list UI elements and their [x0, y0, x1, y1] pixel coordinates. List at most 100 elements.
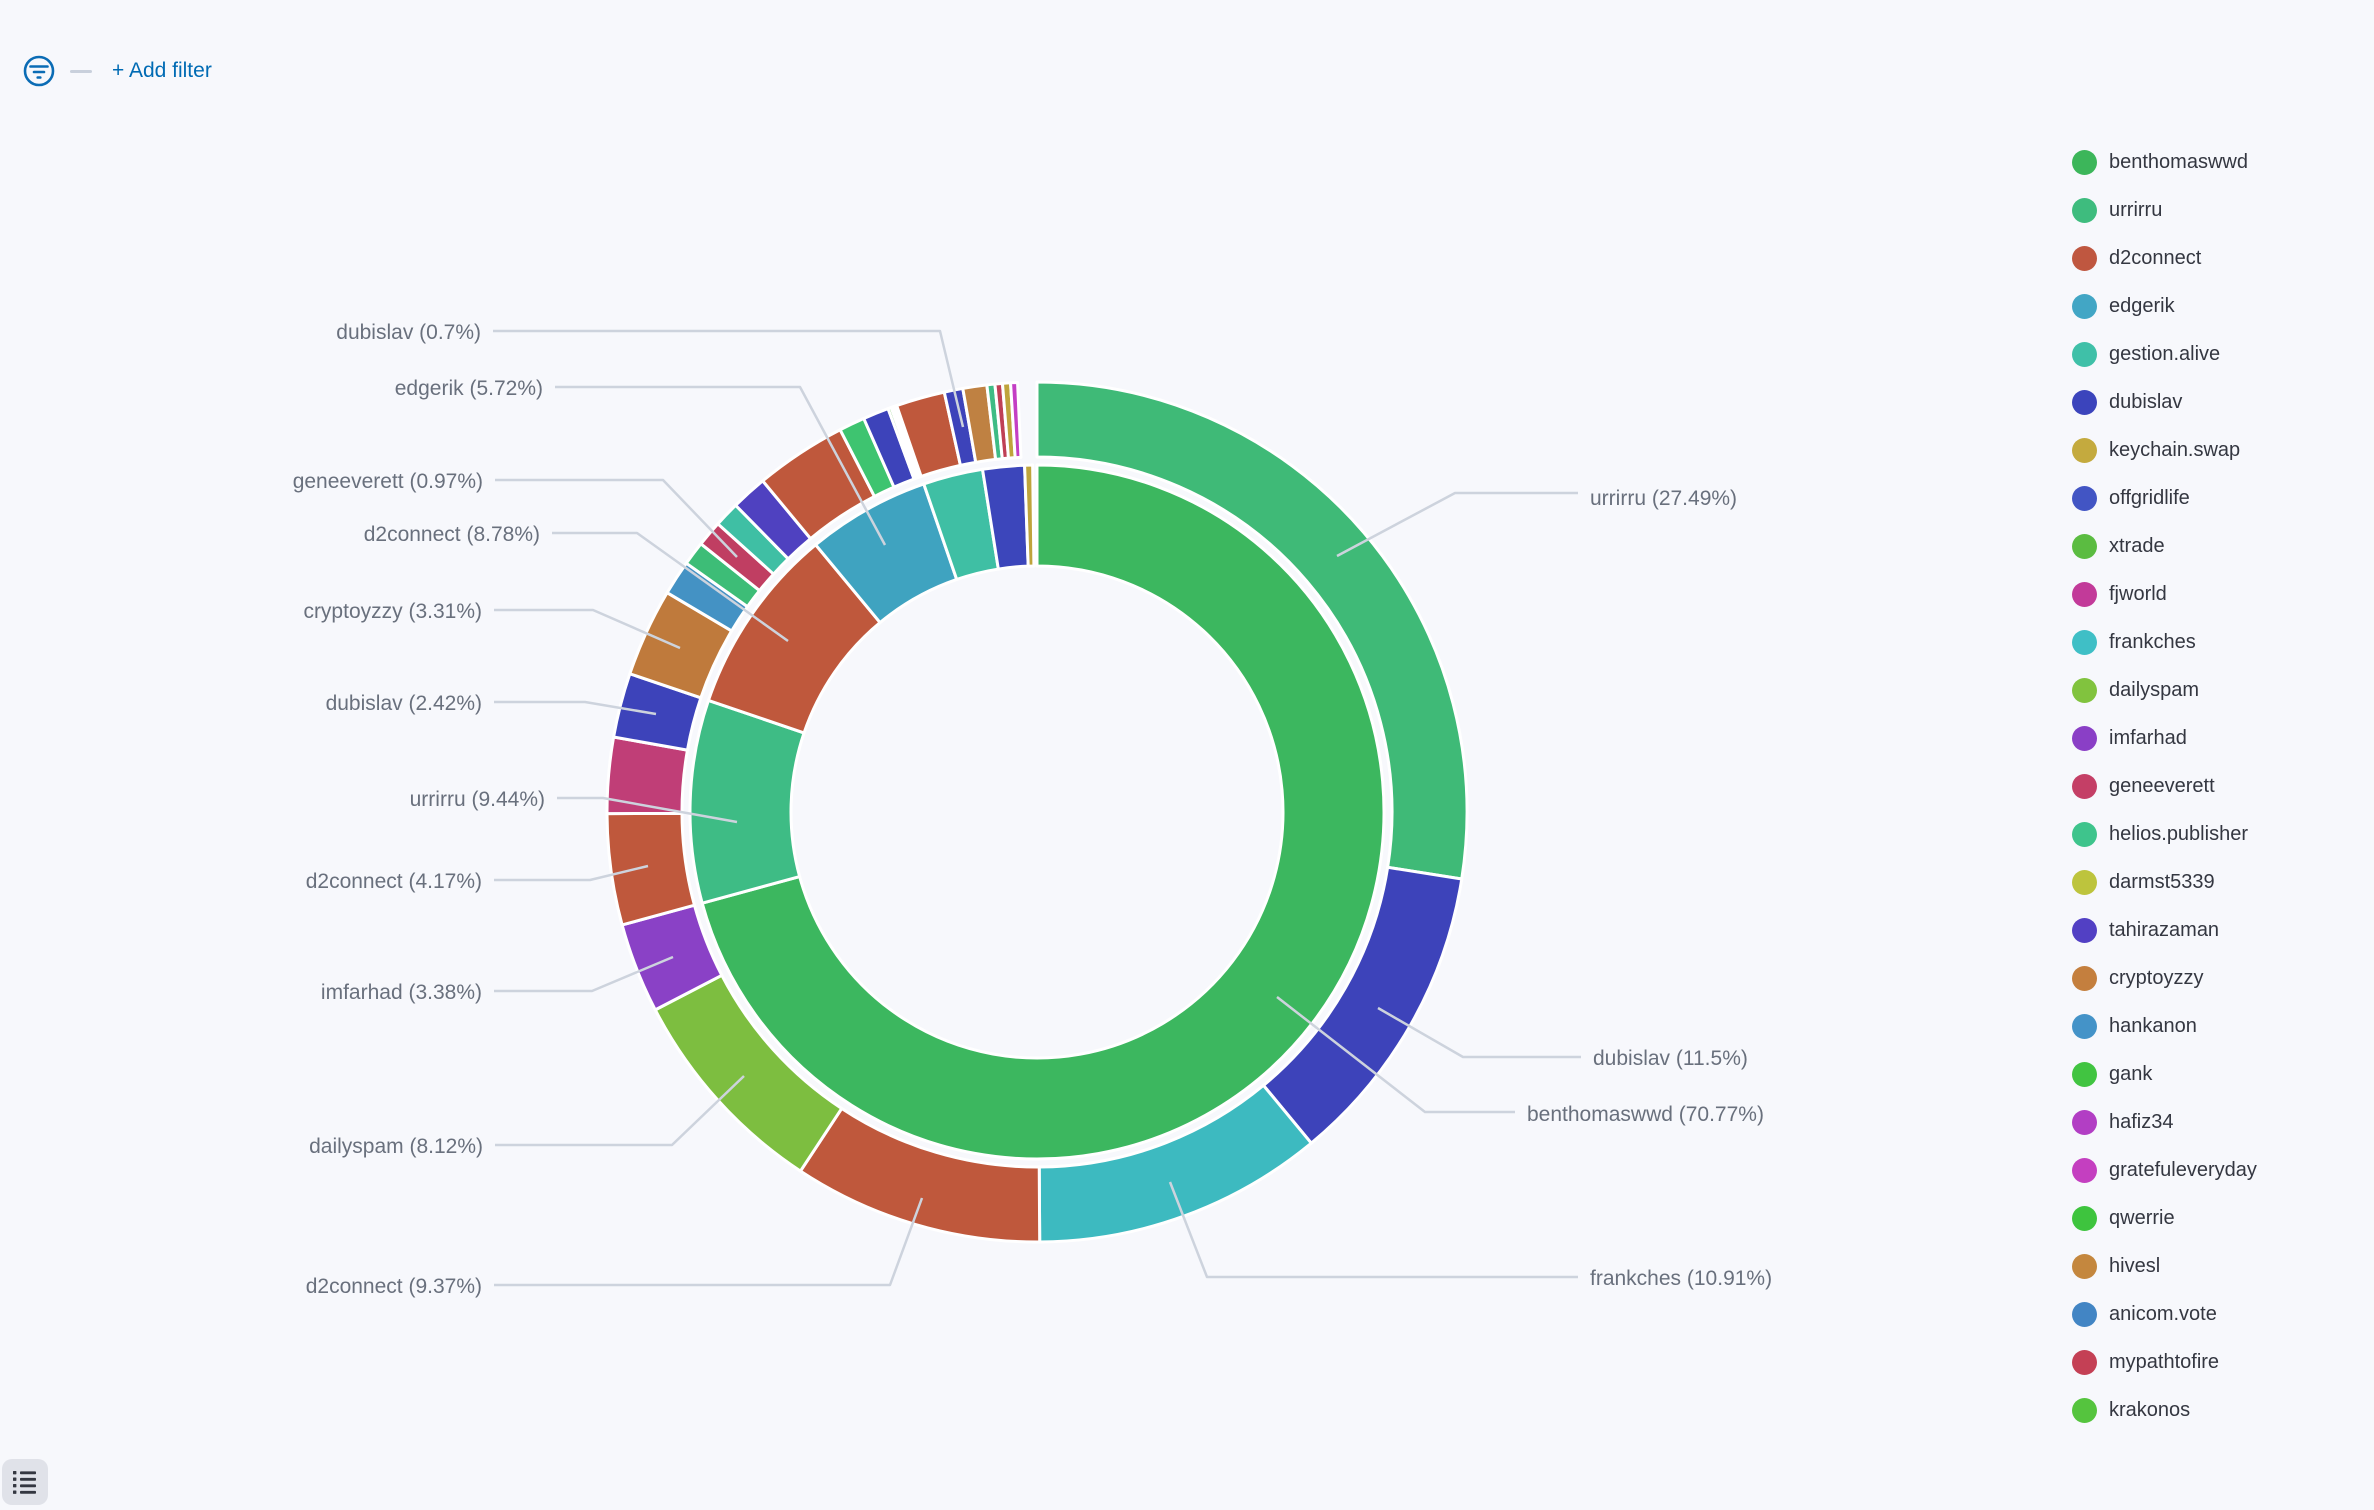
legend-item-fjworld[interactable]: fjworld	[2072, 570, 2257, 618]
legend-item-label: qwerrie	[2109, 1206, 2175, 1229]
legend-color-dot	[2072, 1205, 2097, 1231]
slice-callout-label: d2connect (9.37%)	[306, 1275, 482, 1298]
slice-benthomaswwd[interactable]	[700, 463, 1386, 1161]
filter-bar: + Add filter	[22, 53, 212, 89]
legend-toggle-button[interactable]	[2, 1459, 48, 1505]
legend-item-label: gestion.alive	[2109, 342, 2221, 365]
slice-callout-label: dubislav (2.42%)	[326, 692, 482, 715]
legend-color-dot	[2072, 773, 2097, 799]
legend-item-label: geneeverett	[2109, 774, 2215, 797]
leader-line	[1377, 1006, 1581, 1059]
legend-item-hankanon[interactable]: hankanon	[2072, 1002, 2257, 1050]
legend-item-tahirazaman[interactable]: tahirazaman	[2072, 906, 2257, 954]
slice-callout-label: d2connect (8.78%)	[364, 523, 540, 546]
global-filter-menu-button[interactable]	[22, 54, 56, 88]
legend-item-gratefuleveryday[interactable]: gratefuleveryday	[2072, 1146, 2257, 1194]
slice-callout-label: imfarhad (3.38%)	[321, 981, 482, 1004]
callout-labels: dubislav (0.7%) edgerik (5.72%) geneeveret…	[293, 321, 1772, 1298]
legend-item-label: frankches	[2109, 630, 2196, 653]
legend-item-urrirru[interactable]: urrirru	[2072, 186, 2257, 234]
legend-color-dot	[2072, 965, 2097, 991]
legend-color-dot	[2072, 629, 2097, 655]
legend-color-dot	[2072, 581, 2097, 607]
legend-item-cryptoyzzy[interactable]: cryptoyzzy	[2072, 954, 2257, 1002]
slice-d2connect[interactable]	[605, 811, 696, 927]
legend-item-offgridlife[interactable]: offgridlife	[2072, 474, 2257, 522]
legend-item-label: cryptoyzzy	[2109, 966, 2204, 989]
slice-callout-label: d2connect (4.17%)	[306, 870, 482, 893]
legend-item-hafiz34[interactable]: hafiz34	[2072, 1098, 2257, 1146]
legend-color-dot	[2072, 1013, 2097, 1039]
legend-item-keychain.swap[interactable]: keychain.swap	[2072, 426, 2257, 474]
legend-color-dot	[2072, 533, 2097, 559]
legend-item-frankches[interactable]: frankches	[2072, 618, 2257, 666]
leader-line	[555, 385, 887, 546]
leader-line	[494, 700, 657, 716]
donut-outer-ring	[605, 380, 1469, 1244]
slice-callout-label: benthomaswwd (70.77%)	[1527, 1103, 1764, 1126]
legend-item-gank[interactable]: gank	[2072, 1050, 2257, 1098]
legend-item-qwerrie[interactable]: qwerrie	[2072, 1194, 2257, 1242]
leader-line	[494, 955, 674, 993]
legend-item-dubislav[interactable]: dubislav	[2072, 378, 2257, 426]
slice-callout-label: dailyspam (8.12%)	[309, 1135, 483, 1158]
legend-color-dot	[2072, 1061, 2097, 1087]
slice-callout-label: urrirru (27.49%)	[1590, 487, 1737, 510]
legend-item-label: d2connect	[2109, 246, 2202, 269]
legend-item-dailyspam[interactable]: dailyspam	[2072, 666, 2257, 714]
legend-color-dot	[2072, 1253, 2097, 1279]
legend-color-dot	[2072, 293, 2097, 319]
slice-callout-label: edgerik (5.72%)	[395, 377, 543, 400]
slice-callout-label: cryptoyzzy (3.31%)	[303, 600, 482, 623]
legend-color-dot	[2072, 677, 2097, 703]
legend-item-xtrade[interactable]: xtrade	[2072, 522, 2257, 570]
legend-item-label: xtrade	[2109, 534, 2165, 557]
legend-item-label: hivesl	[2109, 1254, 2161, 1277]
legend-item-geneeverett[interactable]: geneeverett	[2072, 762, 2257, 810]
slice-gratefuleveryday[interactable]	[1009, 380, 1023, 460]
legend-color-dot	[2072, 821, 2097, 847]
legend-color-dot	[2072, 1301, 2097, 1327]
leader-line	[1336, 491, 1578, 558]
legend-item-darmst5339[interactable]: darmst5339	[2072, 858, 2257, 906]
legend-item-krakonos[interactable]: krakonos	[2072, 1386, 2257, 1434]
legend-item-hivesl[interactable]: hivesl	[2072, 1242, 2257, 1290]
slice-callout-label: dubislav (0.7%)	[336, 321, 481, 344]
legend-color-dot	[2072, 1397, 2097, 1423]
legend-item-benthomaswwd[interactable]: benthomaswwd	[2072, 138, 2257, 186]
legend-item-d2connect[interactable]: d2connect	[2072, 234, 2257, 282]
leader-line	[552, 531, 789, 643]
slice-callout-label: urrirru (9.44%)	[410, 788, 545, 811]
legend-item-gestion.alive[interactable]: gestion.alive	[2072, 330, 2257, 378]
legend-item-mypathtofire[interactable]: mypathtofire	[2072, 1338, 2257, 1386]
chart-legend: benthomaswwd urrirru d2connect edgerik gesti…	[2072, 138, 2257, 1434]
legend-item-label: imfarhad	[2109, 726, 2187, 749]
add-filter-button[interactable]: + Add filter	[112, 59, 212, 82]
legend-color-dot	[2072, 197, 2097, 223]
leader-line	[1168, 1181, 1578, 1279]
legend-item-label: mypathtofire	[2109, 1350, 2220, 1373]
legend-color-dot	[2072, 485, 2097, 511]
legend-item-label: fjworld	[2109, 582, 2167, 605]
leader-line	[494, 1197, 924, 1287]
legend-item-label: tahirazaman	[2109, 918, 2220, 941]
legend-item-anicom.vote[interactable]: anicom.vote	[2072, 1290, 2257, 1338]
legend-item-imfarhad[interactable]: imfarhad	[2072, 714, 2257, 762]
legend-color-dot	[2072, 437, 2097, 463]
filter-bar-divider	[70, 69, 92, 73]
legend-item-edgerik[interactable]: edgerik	[2072, 282, 2257, 330]
slice-urrirru[interactable]	[688, 698, 806, 905]
legend-item-helios.publisher[interactable]: helios.publisher	[2072, 810, 2257, 858]
filter-circle-icon	[23, 55, 55, 87]
slice-keychain.swap[interactable]	[1023, 463, 1036, 568]
leader-line	[495, 1075, 745, 1147]
legend-item-label: urrirru	[2109, 198, 2163, 221]
legend-item-label: anicom.vote	[2109, 1302, 2217, 1325]
leader-line	[557, 796, 738, 824]
legend-color-dot	[2072, 917, 2097, 943]
legend-item-label: keychain.swap	[2109, 438, 2241, 461]
legend-color-dot	[2072, 869, 2097, 895]
leader-line	[494, 864, 649, 882]
